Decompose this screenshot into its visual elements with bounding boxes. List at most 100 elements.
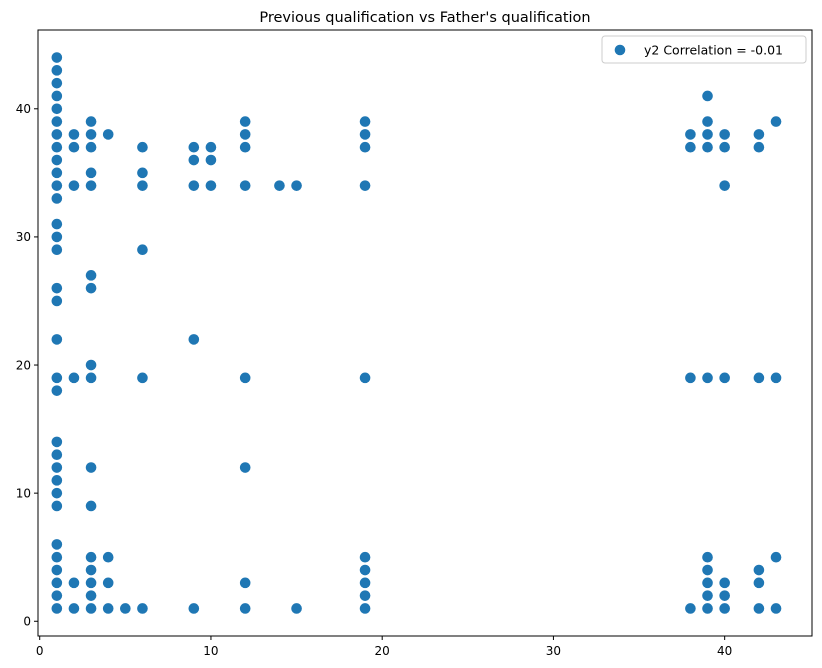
data-point	[51, 65, 63, 76]
x-tick-label: 20	[375, 644, 390, 658]
points-layer	[51, 52, 782, 614]
data-point	[702, 141, 713, 153]
legend: y2 Correlation = -0.01	[601, 35, 807, 64]
x-tick-label: 10	[203, 644, 218, 658]
data-point	[102, 577, 114, 589]
data-point	[770, 603, 782, 614]
data-point	[753, 129, 765, 140]
data-point	[51, 449, 63, 461]
y-axis: 0 10 20 30 40	[16, 102, 38, 629]
data-point	[359, 372, 371, 384]
data-point	[770, 551, 782, 563]
data-point	[85, 282, 97, 294]
data-point	[102, 129, 114, 140]
data-point	[51, 129, 63, 140]
data-point	[102, 603, 114, 614]
data-point	[239, 180, 251, 191]
data-point	[753, 564, 765, 576]
data-point	[51, 154, 63, 166]
data-point	[85, 577, 97, 589]
data-point	[137, 167, 148, 179]
data-point	[85, 590, 97, 601]
x-tick-label: 40	[717, 644, 732, 658]
data-point	[770, 116, 782, 127]
data-point	[68, 577, 80, 589]
data-point	[239, 372, 251, 384]
x-axis: 0 10 20 30 40	[36, 636, 732, 658]
data-point	[51, 218, 63, 230]
data-point	[51, 244, 63, 256]
data-point	[685, 141, 696, 153]
data-point	[359, 129, 371, 140]
data-point	[753, 141, 765, 153]
x-tick-label: 30	[546, 644, 561, 658]
data-point	[85, 359, 97, 371]
data-point	[188, 180, 200, 191]
data-point	[85, 500, 97, 512]
data-point	[137, 244, 148, 256]
data-point	[702, 129, 713, 140]
data-point	[51, 551, 63, 563]
data-point	[85, 180, 97, 191]
y-tick-label: 10	[16, 486, 31, 500]
x-tick-label: 0	[36, 644, 44, 658]
data-point	[359, 590, 371, 601]
data-point	[359, 116, 371, 127]
y-tick-label: 20	[16, 358, 31, 372]
legend-box	[601, 35, 807, 64]
data-point	[685, 372, 696, 384]
data-point	[51, 462, 63, 473]
data-point	[239, 116, 251, 127]
data-point	[239, 462, 251, 473]
data-point	[239, 141, 251, 153]
data-point	[137, 372, 148, 384]
data-point	[51, 372, 63, 384]
data-point	[359, 180, 371, 191]
data-point	[85, 462, 97, 473]
data-point	[51, 116, 63, 127]
data-point	[85, 129, 97, 140]
data-point	[85, 116, 97, 127]
data-point	[51, 590, 63, 601]
data-point	[85, 167, 97, 179]
data-point	[68, 129, 80, 140]
data-point	[51, 282, 63, 294]
data-point	[51, 90, 63, 102]
data-point	[51, 77, 63, 89]
data-point	[51, 436, 63, 448]
data-point	[137, 141, 148, 153]
data-point	[702, 603, 713, 614]
legend-marker	[614, 44, 626, 56]
data-point	[702, 372, 713, 384]
data-point	[239, 577, 251, 589]
data-point	[702, 116, 713, 127]
data-point	[51, 487, 63, 499]
data-point	[51, 231, 63, 243]
y-tick-label: 0	[23, 615, 31, 629]
data-point	[719, 141, 730, 153]
data-point	[719, 180, 730, 191]
data-point	[51, 167, 63, 179]
data-point	[702, 551, 713, 563]
data-point	[188, 603, 200, 614]
data-point	[51, 141, 63, 153]
data-point	[205, 180, 217, 191]
legend-label: y2 Correlation = -0.01	[644, 43, 783, 58]
data-point	[51, 103, 63, 115]
data-point	[51, 180, 63, 191]
data-point	[85, 551, 97, 563]
data-point	[359, 564, 371, 576]
data-point	[359, 603, 371, 614]
data-point	[51, 500, 63, 512]
data-point	[188, 141, 200, 153]
data-point	[85, 564, 97, 576]
data-point	[359, 141, 371, 153]
y-tick-label: 40	[16, 102, 31, 116]
data-point	[68, 180, 80, 191]
data-point	[719, 372, 730, 384]
data-point	[51, 295, 63, 307]
data-point	[753, 577, 765, 589]
data-point	[51, 385, 63, 396]
